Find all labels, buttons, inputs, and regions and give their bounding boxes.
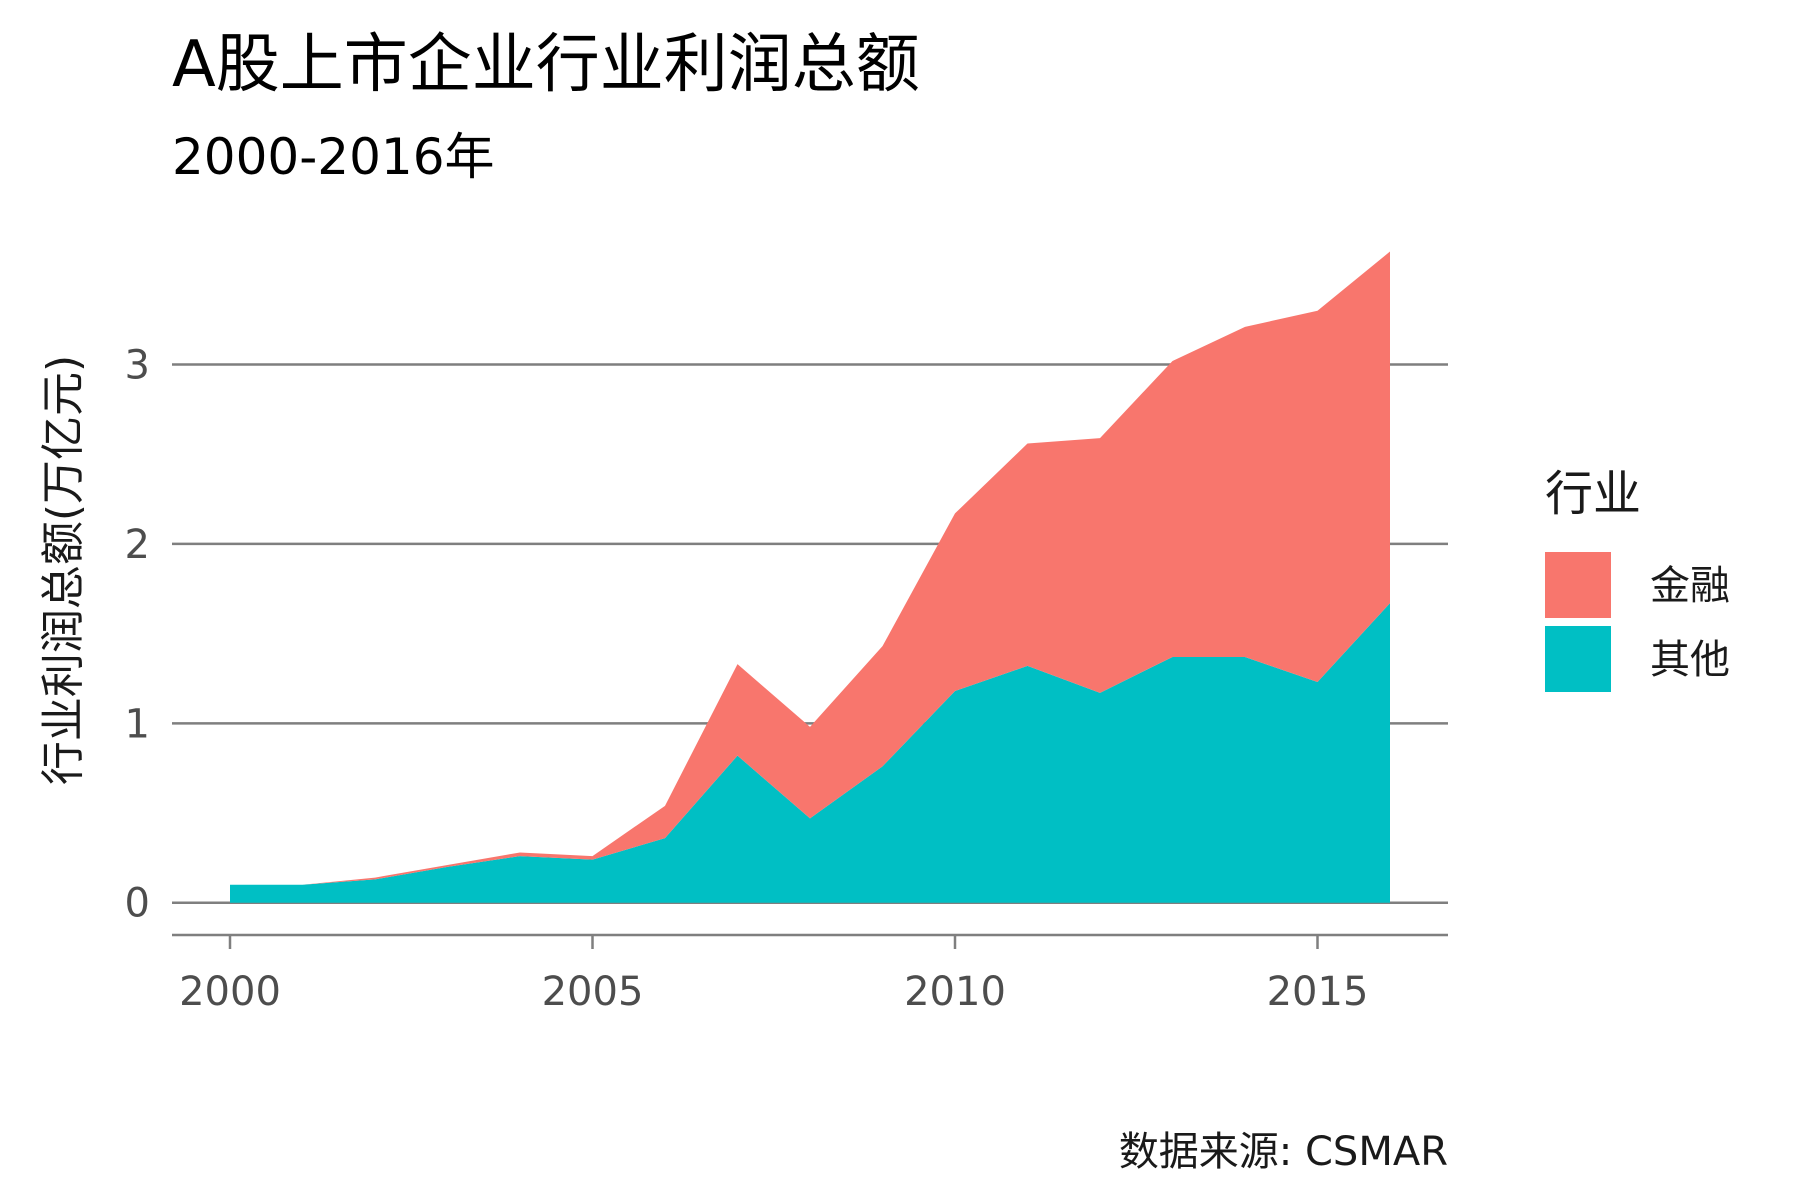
y-tick-label: 1 <box>125 701 150 747</box>
x-tick-label: 2015 <box>1267 969 1369 1015</box>
plot-areas <box>230 252 1390 903</box>
y-tick-label: 3 <box>125 343 150 389</box>
chart-caption: 数据来源: CSMAR <box>1119 1129 1448 1175</box>
y-tick-label: 0 <box>125 881 150 927</box>
x-tick-label: 2005 <box>542 969 644 1015</box>
legend-label: 其他 <box>1650 637 1730 683</box>
chart-title: A股上市企业行业利润总额 <box>172 28 920 102</box>
y-tick-label: 2 <box>125 522 150 568</box>
legend-swatch <box>1545 552 1611 618</box>
x-tick-label: 2000 <box>179 969 281 1015</box>
y-axis-title: 行业利润总额(万亿元) <box>38 355 89 785</box>
x-tick-label: 2010 <box>904 969 1006 1015</box>
chart-subtitle: 2000-2016年 <box>172 128 495 186</box>
legend-label: 金融 <box>1650 563 1730 609</box>
legend-swatch <box>1545 626 1611 692</box>
legend-title: 行业 <box>1545 466 1641 522</box>
